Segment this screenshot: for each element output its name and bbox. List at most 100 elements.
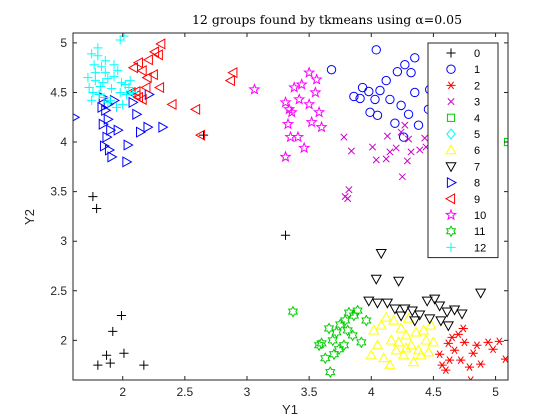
point-group-11	[323, 322, 335, 335]
point-group-12	[100, 56, 110, 66]
point-group-9	[149, 46, 160, 58]
legend-marker-3	[447, 98, 455, 106]
legend-label-3: 3	[474, 97, 480, 109]
point-group-1	[326, 64, 337, 75]
point-group-10	[315, 120, 328, 133]
legend-label-10: 10	[474, 210, 486, 222]
point-group-1	[364, 86, 374, 97]
point-group-11	[331, 326, 342, 339]
x-tick-label: 3.5	[301, 385, 318, 399]
legend-marker-10	[444, 208, 458, 221]
legend-marker-5	[446, 128, 456, 140]
point-group-12	[90, 68, 100, 78]
point-group-8	[103, 113, 114, 125]
point-group-1	[375, 85, 385, 96]
point-group-10	[310, 73, 323, 85]
x-tick-label: 3	[244, 385, 251, 399]
point-group-6	[368, 324, 380, 335]
series-1	[326, 45, 435, 142]
point-group-9	[142, 54, 153, 66]
point-group-12	[87, 49, 97, 59]
point-group-7	[392, 276, 405, 287]
point-group-7	[421, 296, 433, 307]
point-group-7	[370, 274, 382, 285]
x-tick-label: 2	[119, 385, 126, 399]
legend-marker-11	[445, 225, 457, 238]
y-tick-label: 2.5	[50, 284, 67, 298]
point-group-6	[417, 324, 430, 335]
point-group-11	[325, 366, 336, 379]
point-group-6	[397, 349, 410, 360]
legend-box	[427, 42, 499, 259]
legend-marker-6	[445, 144, 457, 155]
point-group-7	[389, 304, 401, 315]
point-group-6	[375, 319, 387, 330]
point-group-6	[378, 352, 390, 363]
point-group-12	[109, 72, 119, 82]
point-group-12	[83, 73, 93, 83]
point-group-0	[92, 203, 102, 214]
point-group-6	[427, 336, 440, 347]
point-group-1	[370, 94, 380, 105]
point-group-7	[399, 304, 411, 315]
point-group-10	[283, 102, 296, 115]
point-group-1	[396, 100, 406, 111]
series-12	[83, 33, 138, 112]
legend-marker-9	[444, 193, 456, 205]
point-group-2	[459, 338, 470, 347]
point-group-7	[371, 298, 384, 309]
legend-label-11: 11	[474, 226, 485, 238]
series-10	[248, 66, 328, 163]
point-group-9	[152, 49, 163, 61]
legend-marker-12	[446, 242, 456, 252]
point-group-12	[98, 77, 108, 88]
series-6	[365, 311, 440, 370]
point-group-11	[335, 318, 346, 331]
y-tick-label: 3	[60, 234, 67, 248]
point-group-8	[104, 144, 116, 156]
point-group-2	[464, 363, 475, 372]
point-group-2	[458, 324, 468, 333]
point-group-9	[153, 81, 165, 94]
point-group-1	[413, 120, 424, 130]
point-group-0	[116, 310, 127, 321]
point-group-9	[147, 68, 158, 81]
point-group-0	[280, 230, 291, 240]
point-group-3	[421, 134, 429, 142]
point-group-12	[115, 35, 125, 45]
point-group-6	[371, 339, 384, 350]
point-group-3	[383, 132, 391, 140]
point-group-2	[466, 376, 476, 380]
point-group-7	[435, 316, 447, 327]
point-group-10	[291, 130, 305, 143]
point-group-9	[127, 62, 138, 74]
point-group-7	[441, 307, 453, 318]
point-group-8	[136, 126, 147, 138]
point-group-11	[352, 304, 363, 317]
point-group-12	[113, 66, 123, 76]
point-group-3	[340, 133, 348, 141]
point-group-2	[472, 341, 482, 350]
point-group-12	[111, 102, 122, 112]
point-group-12	[95, 81, 105, 92]
point-group-12	[103, 74, 113, 84]
legend-label-9: 9	[474, 194, 480, 206]
point-group-3	[405, 135, 413, 143]
axes-box	[72, 32, 509, 381]
point-group-6	[365, 349, 377, 360]
point-group-8	[73, 113, 81, 122]
point-group-12	[105, 95, 115, 106]
legend-marker-7	[445, 162, 457, 173]
point-group-8	[106, 124, 117, 136]
point-group-7	[381, 298, 394, 309]
point-group-3	[397, 128, 405, 136]
point-group-9	[190, 103, 201, 115]
series-2	[435, 324, 508, 380]
point-group-7	[395, 311, 407, 322]
chart-title: 12 groups found by tkmeans using α=0.05	[192, 12, 462, 27]
y-tick-label: 5	[60, 36, 67, 50]
point-group-8	[99, 140, 111, 152]
x-axis-label: Y1	[282, 402, 298, 417]
point-group-7	[409, 316, 421, 327]
